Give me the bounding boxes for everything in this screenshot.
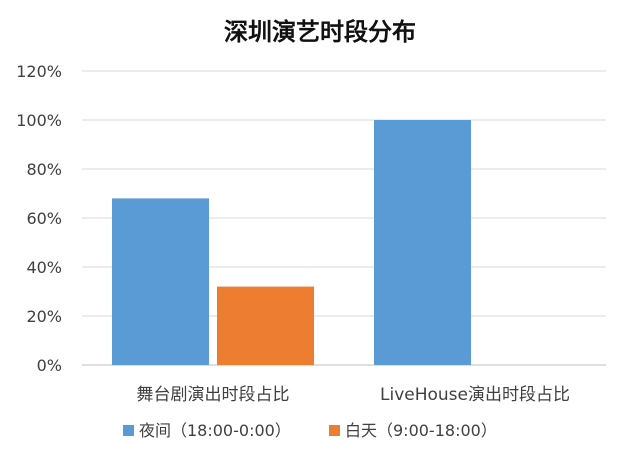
bar	[112, 198, 209, 365]
legend-label: 夜间（18:00-0:00）	[139, 421, 291, 440]
y-tick-label: 120%	[16, 62, 62, 81]
x-tick-label: 舞台剧演出时段占比	[137, 385, 290, 405]
y-tick-label: 20%	[26, 307, 62, 326]
bar	[217, 286, 314, 365]
bar	[374, 120, 471, 365]
y-tick-label: 40%	[26, 258, 62, 277]
y-tick-label: 0%	[37, 356, 62, 375]
legend-swatch	[123, 425, 134, 436]
chart-title: 深圳演艺时段分布	[224, 18, 416, 46]
y-tick-label: 80%	[26, 160, 62, 179]
y-tick-label: 100%	[16, 111, 62, 130]
legend-swatch	[329, 425, 340, 436]
legend-label: 白天（9:00-18:00）	[345, 421, 497, 440]
y-tick-label: 60%	[26, 209, 62, 228]
x-tick-label: LiveHouse演出时段占比	[380, 385, 570, 405]
